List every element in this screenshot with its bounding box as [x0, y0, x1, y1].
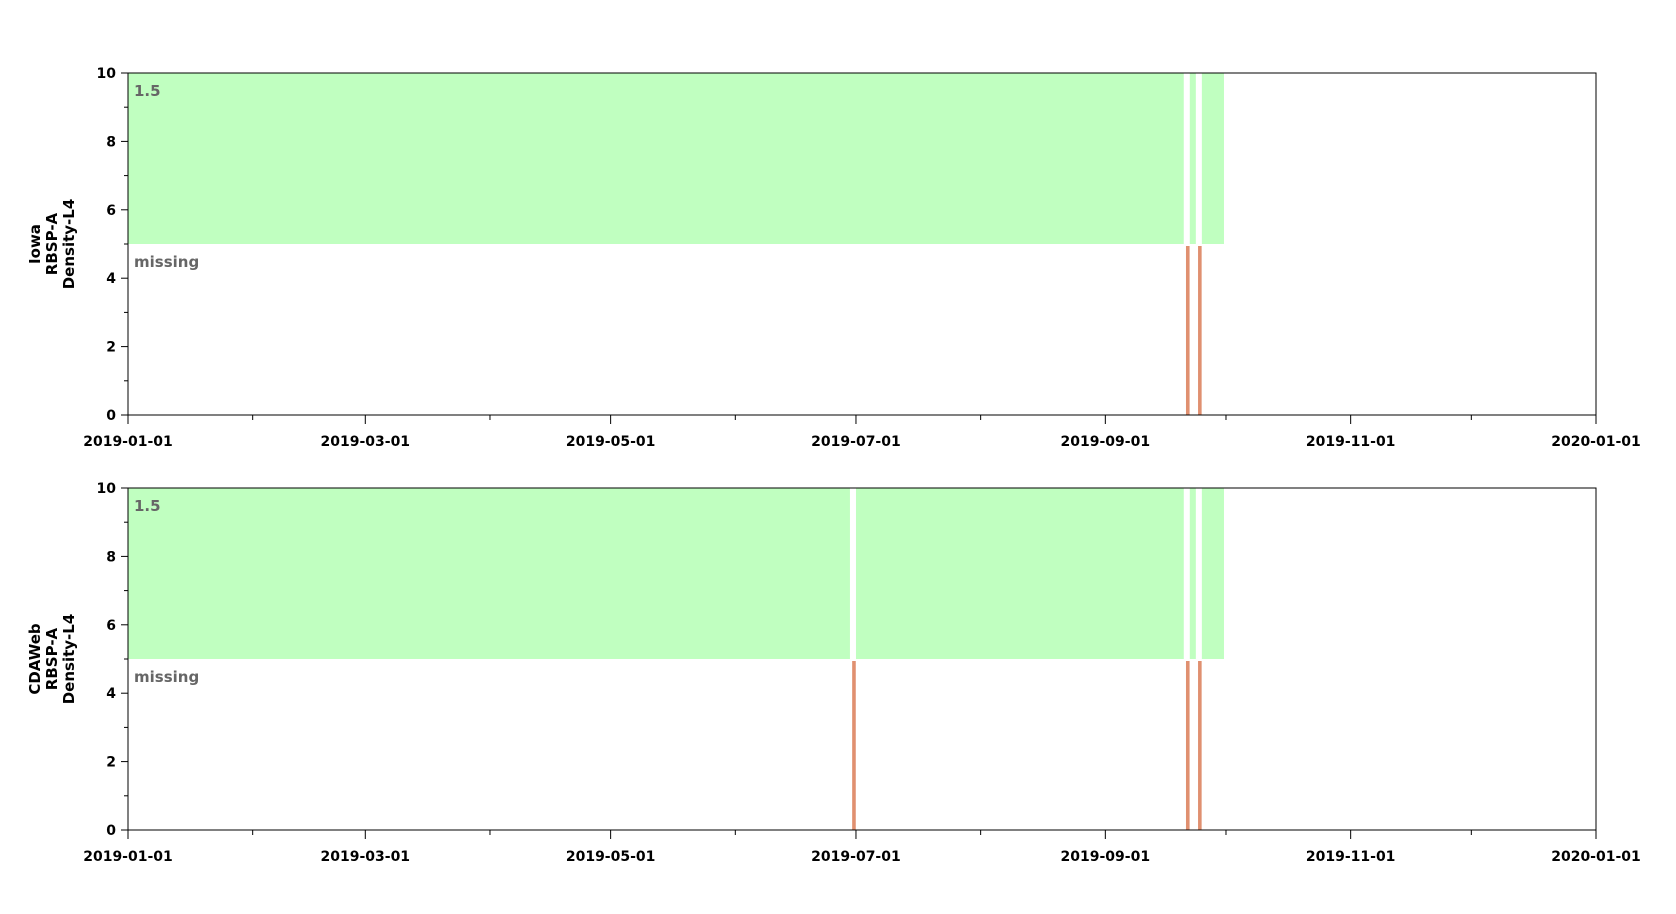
x-tick-label: 2019-01-01 — [83, 434, 173, 450]
y-tick-label: 2 — [106, 755, 116, 771]
x-tick-label: 2019-11-01 — [1306, 434, 1396, 450]
y-tick-label: 10 — [97, 481, 117, 497]
y-axis-label-line-3: Density-L4 — [60, 199, 78, 290]
annotation-2: missing — [134, 253, 199, 271]
missing-bar-1 — [1185, 246, 1190, 415]
present-bar-1 — [128, 488, 850, 659]
missing-bar-1 — [852, 661, 856, 830]
annotation-1: 1.5 — [134, 497, 161, 515]
y-axis-label-line-1: CDAWeb — [26, 623, 44, 695]
missing-bar-2 — [1198, 246, 1202, 415]
y-tick-label: 8 — [106, 134, 116, 150]
present-bar-1 — [128, 73, 1184, 244]
annotation-1: 1.5 — [134, 82, 161, 100]
y-tick-label: 4 — [106, 686, 116, 702]
present-bar-3 — [1189, 488, 1196, 659]
x-tick-label: 2019-03-01 — [321, 434, 411, 450]
y-tick-label: 2 — [106, 340, 116, 356]
x-tick-label: 2019-09-01 — [1061, 849, 1151, 865]
x-tick-label: 2019-05-01 — [566, 434, 656, 450]
annotation-2: missing — [134, 668, 199, 686]
y-axis-label-line-2: RBSP-A — [43, 627, 61, 690]
y-axis-label-line-3: Density-L4 — [60, 614, 78, 705]
missing-bar-3 — [1198, 661, 1202, 830]
x-tick-label: 2020-01-01 — [1551, 849, 1641, 865]
y-tick-label: 4 — [106, 271, 116, 287]
y-tick-label: 10 — [97, 66, 117, 82]
y-tick-label: 0 — [106, 823, 116, 839]
x-tick-label: 2019-11-01 — [1306, 849, 1396, 865]
panel-1: 0 2 4 6 8 10 2019-01-01 2019-03-01 2019-05-01 201… — [26, 66, 1641, 450]
present-bar-3 — [1201, 73, 1224, 244]
present-bar-2 — [855, 488, 1184, 659]
x-tick-label: 2019-09-01 — [1061, 434, 1151, 450]
y-tick-label: 6 — [106, 203, 116, 219]
y-axis-label-line-2: RBSP-A — [43, 212, 61, 275]
x-tick-label: 2020-01-01 — [1551, 434, 1641, 450]
y-tick-label: 8 — [106, 549, 116, 565]
missing-bar-2 — [1185, 661, 1190, 830]
x-tick-label: 2019-01-01 — [83, 849, 173, 865]
x-tick-label: 2019-05-01 — [566, 849, 656, 865]
present-bar-2 — [1189, 73, 1196, 244]
x-tick-label: 2019-07-01 — [811, 849, 901, 865]
y-axis-label-line-1: Iowa — [26, 224, 44, 264]
panel-2: 0 2 4 6 8 10 2019-01-01 2019-03-01 2019-05-01 201… — [26, 481, 1641, 865]
y-tick-label: 0 — [106, 408, 116, 424]
x-tick-label: 2019-07-01 — [811, 434, 901, 450]
present-bar-4 — [1201, 488, 1224, 659]
x-tick-label: 2019-03-01 — [321, 849, 411, 865]
y-tick-label: 6 — [106, 618, 116, 634]
